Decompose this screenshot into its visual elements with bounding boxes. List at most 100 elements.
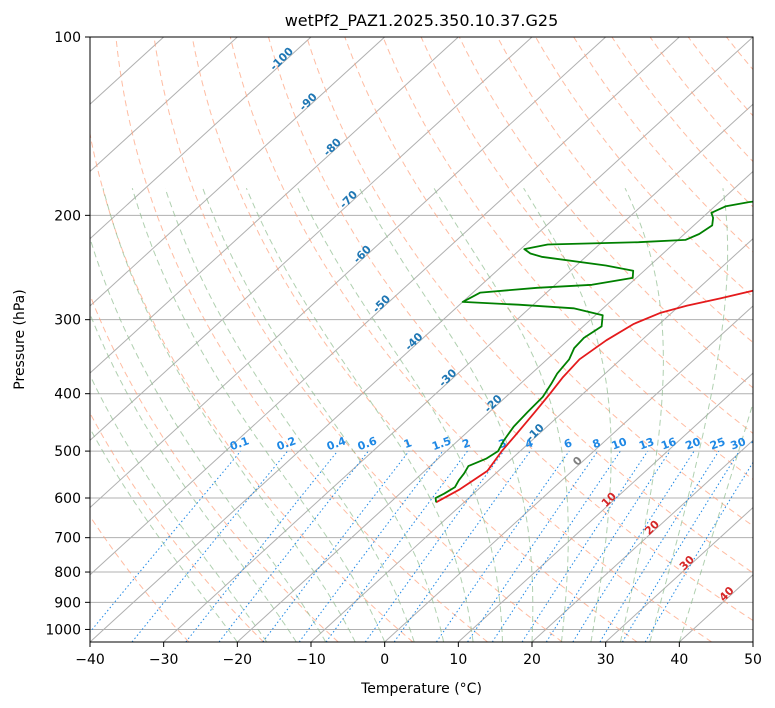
mixing-ratio-label: 10 [610,435,629,453]
mixing-ratio-line [218,450,369,642]
mixing-ratio-line [393,450,531,642]
isotherm-line [90,37,533,442]
isotherm-line [384,305,753,642]
mixing-ratio-line [131,450,288,642]
isotherm-line [236,170,753,642]
mixing-ratio-label: 30 [729,435,748,453]
dry-adiabat [90,412,264,642]
x-tick-label: −10 [296,652,326,668]
moist-adiabat [678,401,753,642]
isotherm-line [90,37,607,509]
y-tick-label: 100 [54,30,81,46]
x-tick-label: 30 [597,652,615,668]
mixing-ratio-label: 16 [659,435,678,453]
y-tick-label: 1000 [45,622,81,638]
isotherm-line [90,37,312,240]
mixing-ratio-line [90,450,242,633]
mixing-ratio-label: 0.6 [356,434,379,453]
isotherm-line [531,439,753,642]
moist-adiabat [649,188,729,642]
x-tick-label: 0 [380,652,389,668]
mixing-ratio-label: 1.5 [430,434,453,453]
x-tick-label: 20 [523,652,541,668]
dry-adiabat [191,37,638,642]
x-tick-label: 40 [670,652,688,668]
mixing-ratio-label: 25 [708,435,727,452]
isotherm-line [605,506,753,642]
moist-adiabat [245,188,474,642]
mixing-ratio-label: 0.1 [228,434,251,453]
x-tick-label: 50 [744,652,762,668]
temperature-profile-line [435,289,753,504]
y-tick-label: 800 [54,565,81,581]
mixing-ratio-line [599,450,720,642]
y-tick-label: 200 [54,208,81,224]
moist-adiabat [90,312,297,642]
x-tick-label: −40 [75,652,105,668]
moist-adiabat [131,188,386,642]
moist-adiabat [523,187,612,642]
isotherm-line [90,37,386,307]
mixing-ratio-label: 20 [684,435,703,453]
chart-title: wetPf2_PAZ1.2025.350.10.37.G25 [285,11,559,31]
y-tick-label: 500 [54,444,81,460]
mixing-ratio-line [644,461,753,642]
dry-adiabat [268,37,753,622]
plot-frame [89,36,754,643]
moist-adiabat [90,427,238,642]
dry-adiabat [573,37,753,253]
dewpoint-profile-line [434,200,753,503]
x-tick-label: 10 [449,652,467,668]
mixing-ratio-label: 4 [523,436,535,451]
isotherm-line [90,37,459,374]
mixing-ratio-label: 6 [562,436,574,451]
dry-adiabat [229,37,712,642]
x-axis-label: Temperature (°C) [360,681,482,697]
isotherm-line [90,37,238,173]
mixing-ratio-label: 2 [461,436,473,451]
mixing-ratio-label: 0.2 [275,434,298,453]
dry-adiabat [382,37,753,481]
plot-area: 0.10.20.40.611.52346810131620253036-100-… [90,37,768,642]
y-tick-label: 700 [54,531,81,547]
dry-adiabat [420,37,753,434]
x-tick-label: −30 [149,652,179,668]
isotherm-line [310,237,753,642]
y-tick-label: 600 [54,491,81,507]
y-tick-label: 300 [54,313,81,329]
moist-adiabat [164,188,415,642]
mixing-ratio-label: 8 [591,436,603,451]
moist-adiabat [90,374,268,642]
moist-adiabat [90,236,327,642]
dry-adiabat [90,131,414,642]
y-tick-label: 900 [54,595,81,611]
mixing-ratio-line [185,450,338,642]
dry-adiabat [344,37,753,527]
mixing-ratio-line [364,450,505,642]
y-axis-label: Pressure (hPa) [12,289,28,389]
mixing-ratio-label: 0.4 [325,434,348,453]
mixing-ratio-line [572,450,695,642]
mixing-ratio-line [467,450,599,642]
mixing-ratio-line [545,450,671,642]
dry-adiabat [115,37,488,642]
dry-adiabat [649,37,753,163]
mixing-ratio-line [262,450,410,642]
moist-adiabat [619,187,664,642]
moist-adiabat [102,188,356,642]
isotherm-line [163,103,753,642]
dry-adiabat [90,293,339,642]
moist-adiabat [297,187,503,642]
mixing-ratio-label: 13 [637,435,656,452]
isotherm-line [90,37,680,576]
mixing-ratio-label: 36 [749,435,768,453]
dry-adiabat [458,37,753,389]
axis-ticks: −40 −30 −20 −10 0 10 20 30 40 5010020030040050060… [45,30,762,668]
dry-adiabat [496,37,753,344]
isotherm-line [90,37,753,642]
x-tick-label: −20 [223,652,253,668]
mixing-ratio-label: 1 [402,436,414,451]
y-tick-label: 400 [54,387,81,403]
dry-adiabat [153,37,563,642]
